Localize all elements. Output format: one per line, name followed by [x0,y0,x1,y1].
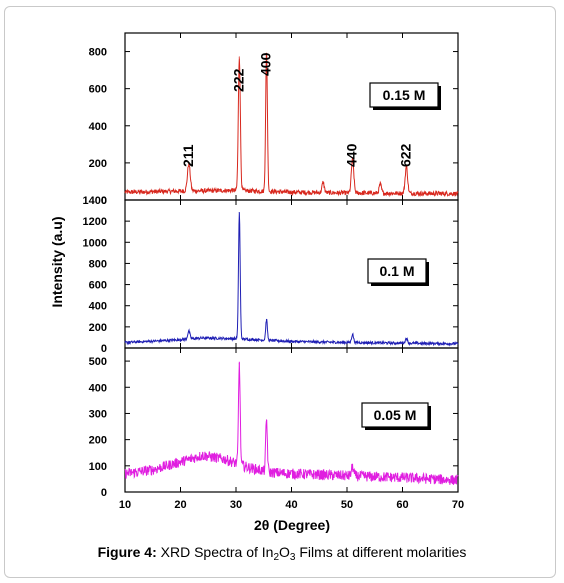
peak-point [351,158,354,160]
panel-0-05-m: 0 100 200 300 400 500 0.05 M [89,347,459,499]
peak-label-222: 222 [230,68,246,92]
x-tick-label: 70 [452,499,464,511]
figure-card [4,6,556,578]
peak-point [322,181,324,183]
series-line [124,212,459,347]
peak-point [351,333,354,335]
caption-sub-2: 3 [289,552,296,563]
peak-point [265,318,268,321]
peak-point [238,212,240,214]
y-tick-label: 800 [89,47,107,59]
legend-label: 0.05 M [374,407,417,423]
x-tick-label: 20 [174,499,186,511]
y-tick-label: 600 [89,280,107,292]
series-line [124,361,459,485]
x-axis-label: 2θ (Degree) [254,517,330,533]
legend-label: 0.1 M [379,263,414,279]
peak-label-440: 440 [344,143,360,167]
peak-point [188,330,190,332]
y-tick-label: 300 [89,408,107,420]
peak-point [405,337,407,340]
y-tick-label: 200 [89,435,107,447]
panel-frame [124,32,459,201]
y-tick-label: 0 [101,487,107,499]
caption-text-a: XRD Spectra of In [156,544,274,560]
peak-point [265,419,268,421]
legend-box [367,258,427,284]
series-line [124,54,459,198]
y-tick-label: 200 [89,158,107,170]
peak-point [379,183,381,185]
peak-label-622: 622 [397,143,413,167]
peak-point [238,363,240,365]
y-tick-label: 800 [89,258,107,270]
y-tick-label: 1000 [83,237,107,249]
figure-caption: Figure 4: XRD Spectra of In2O3 Films at … [0,544,564,563]
y-tick-label: 600 [89,84,107,96]
y-tick-label: 400 [89,301,107,313]
x-tick-label: 50 [341,499,353,511]
peak-label-211: 211 [180,144,196,167]
x-tick-label: 10 [119,499,131,511]
caption-label: Figure 4: [97,544,157,560]
peak-point [265,52,268,55]
y-tick-label: 1200 [83,216,107,228]
y-tick-label: 100 [89,461,107,473]
legend-label: 0.15 M [383,87,426,103]
legend-box [361,402,429,428]
y-tick-label: 1400 [83,195,107,207]
y-tick-label: 400 [89,382,107,394]
peak-point [188,163,190,165]
peak-label-400: 400 [258,52,274,76]
y-tick-label: 400 [89,121,107,133]
caption-sub-1: 2 [273,552,280,563]
y-tick-label: 200 [89,322,107,334]
y-tick-label: 0 [101,195,107,207]
y-tick-label: 0 [101,343,107,355]
caption-text-b: O [279,544,290,560]
peak-point [238,56,240,58]
caption-text-c: Films at different molarities [295,544,467,560]
legend-box [369,82,439,108]
peak-point [405,166,407,168]
y-axis-label: Intensity (a.u) [49,216,65,307]
x-tick-label: 40 [285,499,297,511]
panel-0-15-m: 0 200 400 600 800 211 222 400 440 622 0.15 M [89,32,459,207]
y-tick-label: 500 [89,356,107,368]
peak-point [351,466,354,468]
panel-0-1-m: 0 200 400 600 800 1000 1200 1400 0.1 M [83,195,459,355]
x-tick-label: 30 [230,499,242,511]
x-tick-label: 60 [396,499,408,511]
